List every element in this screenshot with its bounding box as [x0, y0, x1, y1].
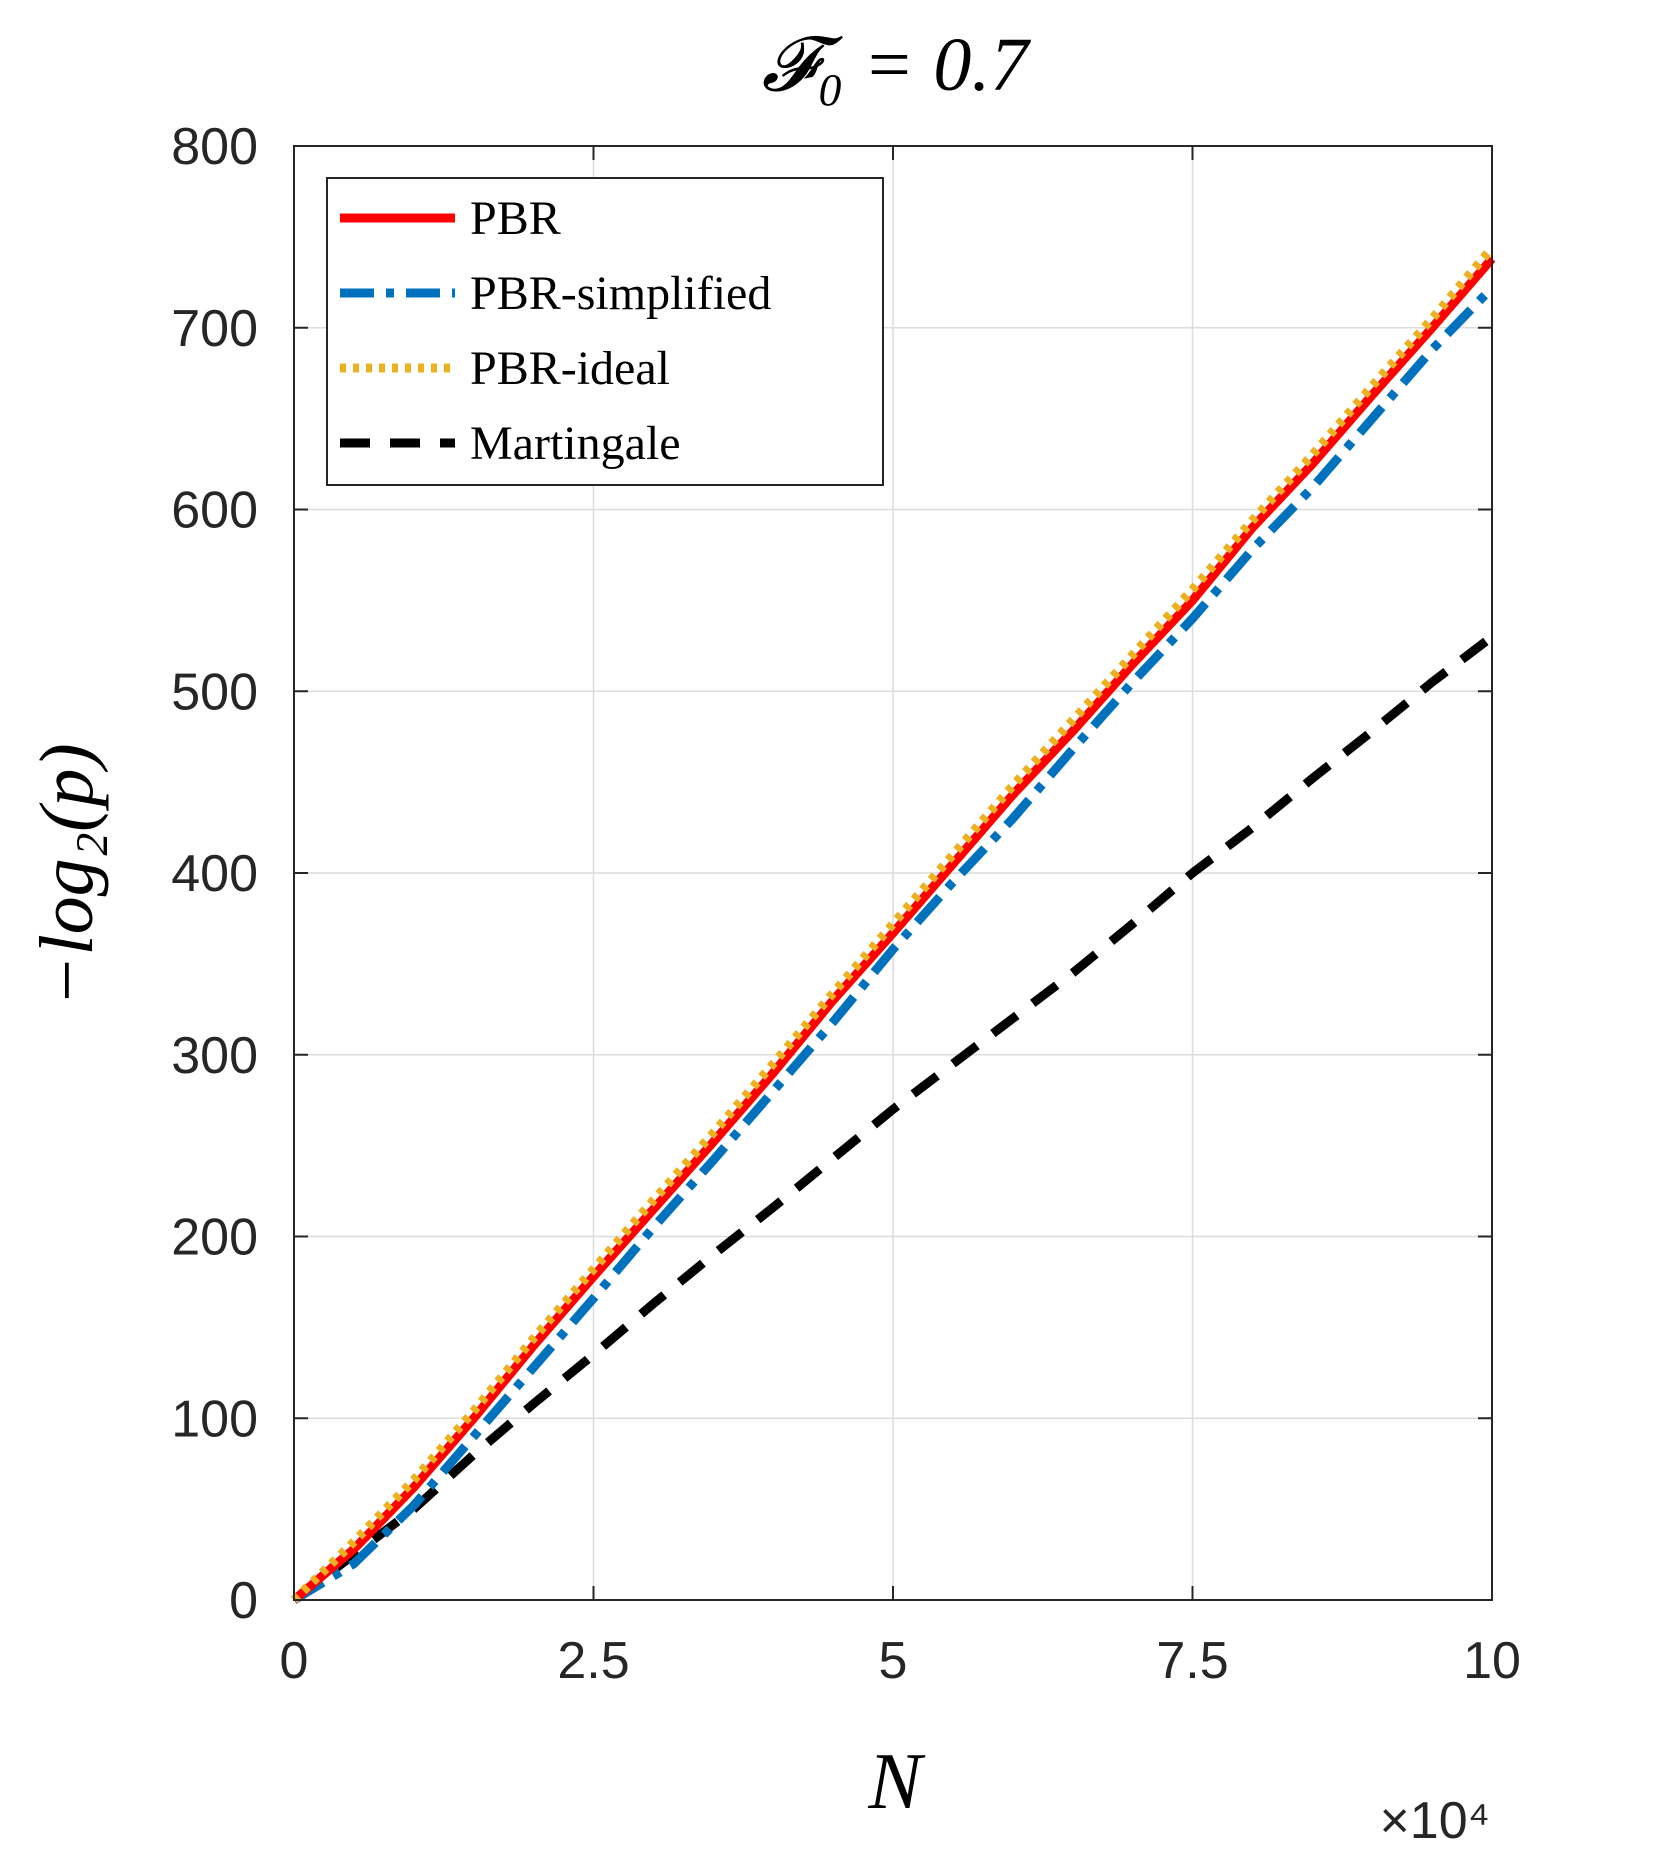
y-tick-label: 500 [171, 663, 258, 721]
ticks [293, 145, 1493, 1601]
x-tick-label: 10 [1463, 1632, 1521, 1690]
y-axis-label: −log₂(p) [25, 743, 109, 1006]
legend-label: PBR-simplified [470, 267, 771, 320]
legend-box [326, 177, 884, 486]
y-tick-label: 0 [229, 1572, 258, 1630]
y-tick-label: 700 [171, 300, 258, 358]
x-axis-multiplier: ×10⁴ [1379, 1792, 1490, 1850]
y-tick-label: 400 [171, 845, 258, 903]
series-line-pbr-simplified [291, 284, 1496, 1604]
series-line-pbr [291, 255, 1496, 1604]
x-tick-label: 2.5 [557, 1632, 629, 1690]
legend-label: Martingale [470, 417, 681, 470]
y-tick-label: 600 [171, 482, 258, 540]
y-tick-label: 800 [171, 118, 258, 176]
y-tick-label: 200 [171, 1209, 258, 1267]
x-tick-label: 7.5 [1156, 1632, 1228, 1690]
x-tick-label: 0 [280, 1632, 309, 1690]
chart-title: 𝓕₀ = 0.7 [762, 23, 1032, 107]
x-tick-label: 5 [879, 1632, 908, 1690]
legend-label: PBR-ideal [470, 342, 670, 395]
x-axis-label: N [867, 1738, 926, 1826]
legend: PBR PBR-simplified PBR-ideal Martingale [326, 177, 884, 486]
legend-label: PBR [470, 192, 561, 245]
plot-lines [290, 244, 1496, 1604]
y-tick-label: 100 [171, 1390, 258, 1448]
y-tick-label: 300 [171, 1027, 258, 1085]
series-line-martingale [291, 633, 1495, 1604]
